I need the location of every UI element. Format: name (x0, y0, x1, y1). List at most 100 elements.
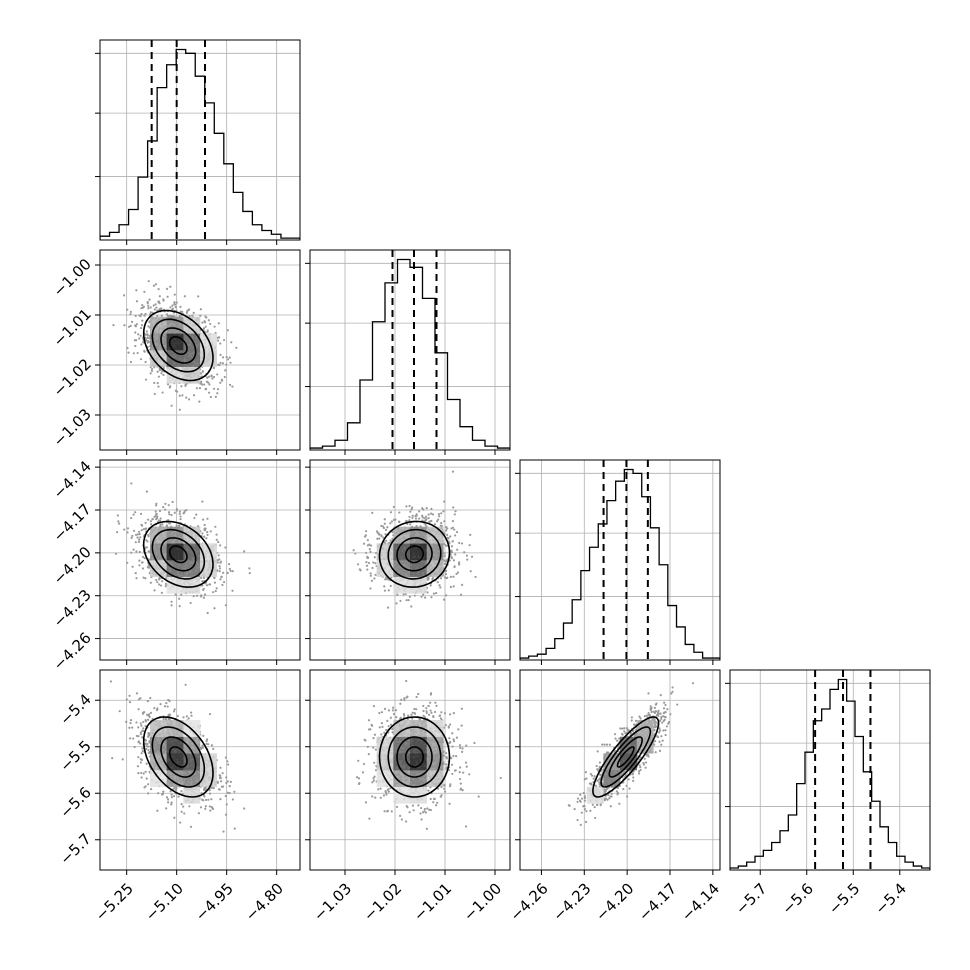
scatter-point (207, 381, 210, 384)
scatter-point (201, 798, 204, 801)
scatter-point (380, 534, 383, 537)
scatter-point (145, 490, 148, 493)
scatter-point (366, 568, 369, 571)
scatter-point (165, 807, 168, 810)
scatter-point (155, 306, 158, 309)
density-contour (378, 520, 451, 588)
scatter-point (217, 336, 220, 339)
scatter-point (430, 507, 433, 510)
scatter-point (394, 518, 397, 521)
scatter-point (413, 594, 416, 597)
scatter-point (369, 574, 372, 577)
scatter-point (137, 698, 141, 701)
scatter-point (161, 793, 164, 796)
scatter-point (147, 735, 150, 738)
scatter-point (405, 696, 408, 699)
scatter-point (199, 314, 202, 317)
scatter-point (140, 724, 143, 727)
scatter-point (450, 545, 454, 548)
scatter-point (444, 570, 447, 573)
scatter-point (209, 809, 212, 812)
density-cell (150, 350, 167, 367)
scatter-point (431, 577, 434, 581)
scatter-point (147, 307, 150, 310)
scatter-content (355, 679, 502, 830)
scatter-point (206, 533, 209, 537)
scatter-point (453, 565, 456, 569)
scatter-point (137, 708, 140, 711)
density-cell (183, 316, 201, 334)
scatter-point (423, 596, 427, 599)
scatter-point (184, 683, 187, 686)
scatter-point (458, 541, 461, 545)
scatter-point (183, 295, 186, 298)
scatter-point (139, 334, 142, 337)
density-contour (168, 336, 188, 355)
scatter-point (202, 327, 205, 330)
scatter-point (201, 321, 204, 324)
density-cell (393, 526, 411, 544)
scatter-point (407, 599, 410, 602)
scatter-point (228, 567, 231, 571)
scatter-point (142, 576, 145, 579)
scatter-point (201, 532, 204, 535)
scatter-point (231, 385, 234, 388)
scatter-point (216, 373, 219, 376)
scatter-point (195, 513, 198, 516)
scatter-point (179, 821, 182, 824)
scatter-point (451, 470, 455, 473)
scatter-point (228, 785, 231, 788)
density-cell (183, 786, 201, 804)
scatter-point (185, 310, 189, 313)
scatter-point (208, 792, 212, 795)
scatter-point (409, 523, 412, 526)
x-tick-label: −4.95 (192, 880, 237, 925)
scatter-point (199, 806, 203, 809)
scatter-point (147, 535, 150, 538)
scatter-point (146, 742, 149, 746)
scatter-point (125, 698, 128, 701)
y-tick-label: −1.01 (50, 305, 95, 350)
density-cell (183, 736, 201, 754)
scatter-point (212, 387, 216, 390)
scatter-point (228, 791, 231, 795)
scatter-point (226, 358, 230, 361)
scatter-panel-1-0: −1.03−1.02−1.01−1.00 (50, 249, 301, 455)
scatter-point (133, 339, 136, 342)
y-tick-label: −5.5 (56, 737, 94, 775)
scatter-point (142, 528, 145, 531)
scatter-point (169, 790, 172, 793)
scatter-point (134, 344, 137, 348)
scatter-point (135, 721, 138, 724)
scatter-point (156, 382, 159, 385)
scatter-point (172, 710, 176, 713)
scatter-point (188, 308, 191, 311)
scatter-point (405, 679, 408, 683)
scatter-point (148, 565, 151, 569)
scatter-point (213, 581, 217, 584)
scatter-point (134, 533, 138, 536)
scatter-point (452, 575, 455, 578)
scatter-point (428, 520, 431, 523)
scatter-point (437, 513, 440, 516)
scatter-point (138, 530, 141, 533)
scatter-point (150, 369, 154, 372)
scatter-point (216, 339, 220, 342)
scatter-point (174, 593, 177, 596)
scatter-point (138, 564, 141, 567)
scatter-point (130, 536, 133, 539)
scatter-point (142, 729, 145, 733)
scatter-point (161, 523, 164, 526)
density-contour (160, 537, 197, 572)
scatter-point (210, 374, 213, 377)
scatter-point (448, 784, 452, 788)
scatter-point (150, 523, 153, 526)
scatter-point (409, 510, 412, 513)
scatter-point (372, 777, 375, 780)
scatter-point (446, 533, 449, 536)
scatter-point (177, 795, 180, 798)
scatter-point (206, 329, 209, 332)
scatter-point (391, 537, 394, 540)
scatter-point (170, 513, 173, 517)
scatter-point (226, 780, 229, 783)
